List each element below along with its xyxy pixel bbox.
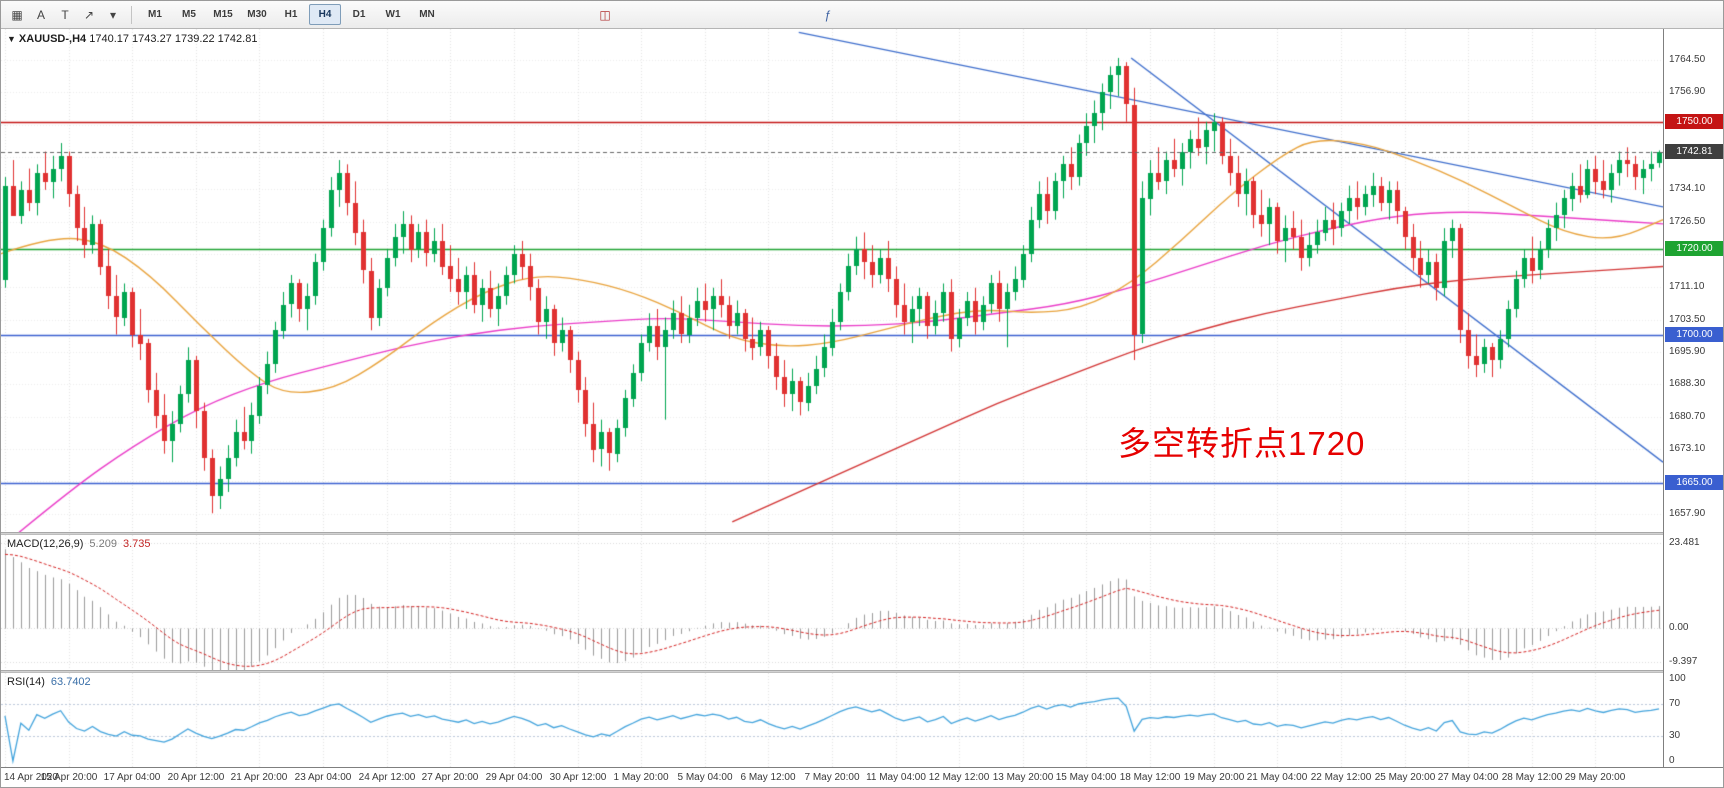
time-tick-label: 29 Apr 04:00 (485, 772, 543, 783)
time-tick-label: 19 May 20:00 (1183, 772, 1245, 783)
price-axis[interactable]: 1764.501756.901749.301741.701734.101726.… (1663, 29, 1723, 767)
price-tick: 1673.10 (1669, 443, 1706, 454)
price-tick: 1680.70 (1669, 411, 1706, 422)
time-tick-label: 17 Apr 04:00 (103, 772, 161, 783)
rsi-tick: 70 (1669, 698, 1681, 709)
macd-tick: -9.397 (1669, 656, 1698, 667)
macd-label: MACD(12,26,9) 5.209 3.735 (7, 538, 150, 550)
time-tick-label: 27 May 04:00 (1437, 772, 1499, 783)
time-tick-label: 29 May 20:00 (1564, 772, 1626, 783)
rsi-label: RSI(14) 63.7402 (7, 676, 91, 688)
timeframe-button-h1[interactable]: H1 (284, 9, 298, 20)
toolbar-extra-icons: ◫ ƒ (444, 4, 840, 26)
time-tick-label: 23 Apr 04:00 (294, 772, 352, 783)
price-line-badge: 1750.00 (1665, 114, 1723, 129)
objects-list-icon[interactable]: ◫ (599, 7, 611, 22)
rsi-canvas[interactable] (1, 673, 1663, 767)
toolbar-separator (131, 5, 132, 24)
timeframe-button-h4[interactable]: H4 (309, 4, 341, 25)
time-tick-label: 13 May 20:00 (992, 772, 1054, 783)
toolbar: ▦ A T ↗ ▾ M1 M5 M15 M30 H1 H4 D1 W1 MN ◫ ƒ (1, 1, 1723, 29)
time-tick-label: 15 Apr 20:00 (40, 772, 98, 783)
price-tick: 1688.30 (1669, 378, 1706, 389)
timeframe-button-d1[interactable]: D1 (352, 9, 366, 20)
price-tick: 1703.50 (1669, 314, 1706, 325)
time-tick-label: 27 Apr 20:00 (421, 772, 479, 783)
macd-value-signal: 3.735 (122, 538, 151, 550)
text-tool-icon[interactable]: T (61, 7, 69, 22)
pane-splitter-rsi[interactable] (1, 670, 1723, 673)
time-tick-label: 14 Apr 2020 (4, 772, 58, 783)
time-tick-label: 1 May 20:00 (613, 772, 669, 783)
time-tick-label: 21 May 04:00 (1246, 772, 1308, 783)
main-chart-canvas[interactable] (1, 29, 1663, 532)
pane-splitter-macd[interactable] (1, 532, 1723, 535)
macd-tick: 0.00 (1669, 622, 1689, 633)
timeframe-button-w1[interactable]: W1 (385, 9, 401, 20)
price-tick: 1756.90 (1669, 86, 1706, 97)
time-tick-label: 28 May 12:00 (1501, 772, 1563, 783)
macd-canvas[interactable] (1, 535, 1663, 670)
price-tick: 1734.10 (1669, 183, 1706, 194)
timeframe-button-mn[interactable]: MN (419, 9, 435, 20)
timeframe-buttons: M1 M5 M15 M30 H1 H4 D1 W1 MN (138, 4, 444, 25)
time-tick-label: 20 Apr 12:00 (167, 772, 225, 783)
time-tick-label: 7 May 20:00 (804, 772, 860, 783)
time-tick-label: 5 May 04:00 (677, 772, 733, 783)
time-tick-label: 6 May 12:00 (740, 772, 796, 783)
indicators-icon[interactable]: ƒ (824, 7, 832, 22)
rsi-value: 63.7402 (50, 676, 91, 688)
macd-name: MACD(12,26,9) (7, 538, 84, 550)
price-line-badge: 1665.00 (1665, 475, 1723, 490)
drawings-tool-icon[interactable]: ↗ (83, 7, 95, 22)
timeframe-button-m15[interactable]: M15 (213, 9, 233, 20)
ohlc-values: 1740.17 1743.27 1739.22 1742.81 (89, 33, 258, 45)
chart-window-icon[interactable]: ▦ (11, 7, 23, 22)
macd-tick: 23.481 (1669, 537, 1700, 548)
rsi-tick: 100 (1669, 673, 1686, 684)
time-tick-label: 11 May 04:00 (866, 772, 926, 783)
time-tick-label: 15 May 04:00 (1055, 772, 1117, 783)
dropdown-caret-icon[interactable]: ▾ (109, 7, 117, 22)
timeframe-button-m1[interactable]: M1 (148, 9, 162, 20)
rsi-tick: 0 (1669, 755, 1675, 766)
rsi-name: RSI(14) (7, 676, 45, 688)
symbol-period-label: XAUUSD-,H4 (18, 33, 87, 45)
time-tick-label: 24 Apr 12:00 (358, 772, 416, 783)
timeframe-button-m30[interactable]: M30 (247, 9, 267, 20)
price-line-badge: 1700.00 (1665, 327, 1723, 342)
time-tick-label: 22 May 12:00 (1310, 772, 1372, 783)
timeframe-button-m5[interactable]: M5 (182, 9, 196, 20)
time-axis[interactable]: 14 Apr 2020 15 Apr 20:00 17 Apr 04:00 20 Ap… (1, 767, 1723, 787)
chart-dropdown-icon[interactable]: ▼ (7, 34, 16, 44)
rsi-tick: 30 (1669, 730, 1681, 741)
macd-value-main: 5.209 (89, 538, 117, 550)
current-price-badge: 1742.81 (1665, 144, 1723, 159)
time-tick-label: 18 May 12:00 (1119, 772, 1181, 783)
toolbar-left-icons: ▦ A T ↗ ▾ (5, 4, 125, 26)
price-line-badge: 1720.00 (1665, 241, 1723, 256)
chart-title: ▼ XAUUSD-,H4 1740.17 1743.27 1739.22 1742… (7, 33, 257, 45)
time-tick-label: 25 May 20:00 (1374, 772, 1436, 783)
time-tick-label: 12 May 12:00 (928, 772, 990, 783)
cursor-tool-icon[interactable]: A (36, 7, 45, 22)
price-tick: 1726.50 (1669, 216, 1706, 227)
time-tick-label: 21 Apr 20:00 (230, 772, 288, 783)
price-tick: 1657.90 (1669, 508, 1706, 519)
annotation-text[interactable]: 多空转折点1720 (1118, 425, 1366, 462)
time-tick-label: 30 Apr 12:00 (549, 772, 607, 783)
price-tick: 1764.50 (1669, 54, 1706, 65)
price-tick: 1695.90 (1669, 346, 1706, 357)
price-tick: 1711.10 (1669, 281, 1705, 292)
